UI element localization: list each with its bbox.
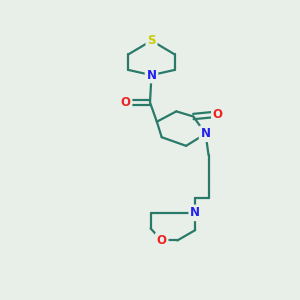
Text: O: O [213,108,223,121]
Text: N: N [190,206,200,219]
Text: O: O [157,234,167,247]
Text: O: O [121,96,130,109]
Text: N: N [201,127,211,140]
Text: S: S [147,34,156,47]
Text: N: N [146,69,157,82]
